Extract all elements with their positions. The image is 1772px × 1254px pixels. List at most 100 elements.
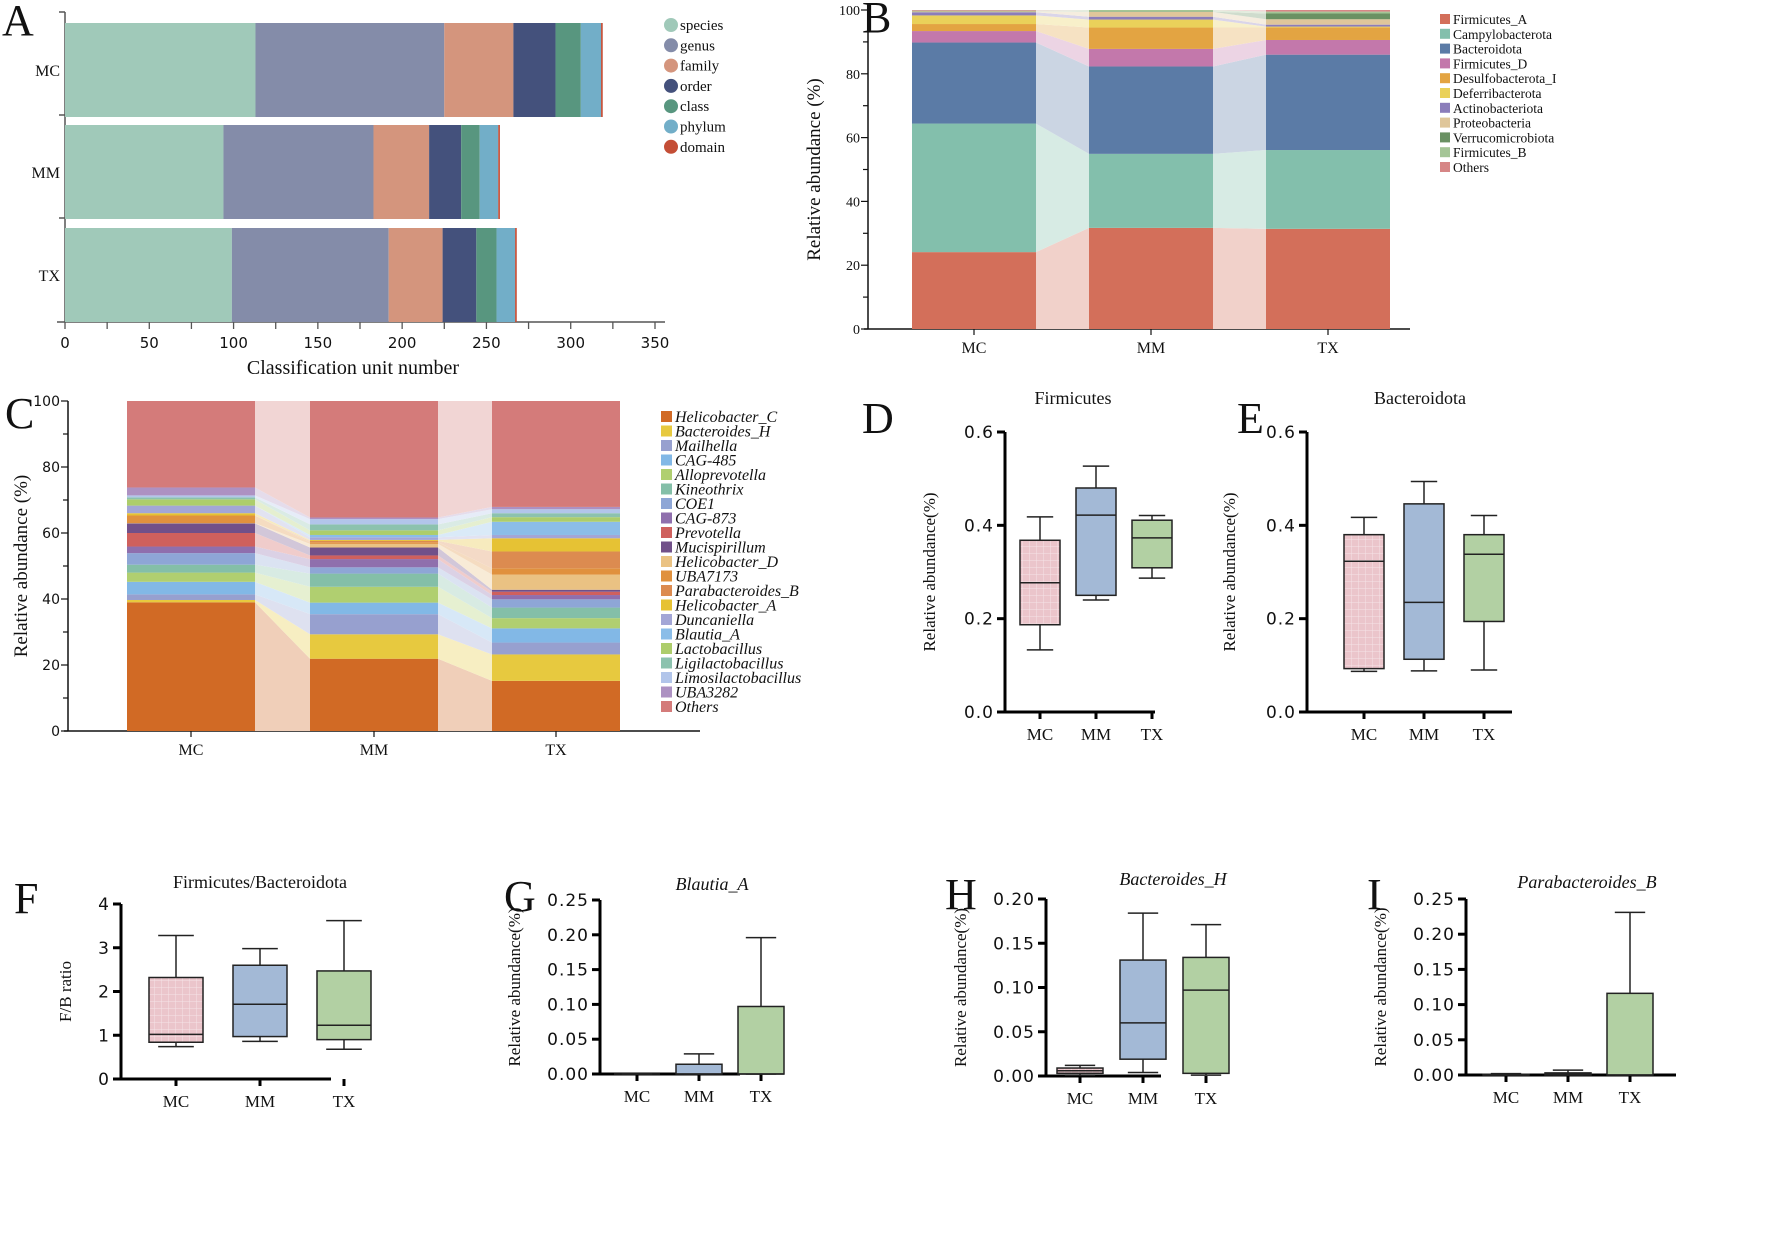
y-tick-label: 0.10 bbox=[1413, 996, 1455, 1016]
stack-segment-tx-verrucomicrobiota bbox=[1266, 13, 1390, 20]
legend-marker-domain bbox=[664, 139, 678, 154]
flow-band-helicobacter-a bbox=[255, 513, 310, 541]
bar-segment-tx-phylum bbox=[496, 228, 516, 322]
y-tick-label: 0.2 bbox=[1266, 610, 1296, 630]
box-mm bbox=[232, 947, 288, 1043]
x-tick-label-tx: TX bbox=[1619, 1088, 1642, 1107]
stack-segment-mm-helicobacter-c bbox=[310, 658, 438, 731]
x-tick-label-mc: MC bbox=[624, 1087, 650, 1106]
flow-band-mucispirillum bbox=[438, 547, 492, 592]
stack-segment-tx-bacteroides-h bbox=[492, 654, 620, 681]
box-tx bbox=[316, 919, 372, 1050]
x-tick-label-mc: MC bbox=[1351, 725, 1377, 744]
box-iqr bbox=[1119, 959, 1167, 1060]
panel-d: D Firmicutes 0.0 0.2 0.4 0.6 Relative abundanc… bbox=[862, 388, 1173, 744]
y-tick-label: 0.0 bbox=[1266, 703, 1296, 723]
flow-band-proteobacteria bbox=[1213, 11, 1266, 25]
stack-segment-mc-firmicutes-d bbox=[912, 31, 1036, 43]
legend-label-cag-873: CAG-873 bbox=[675, 511, 736, 528]
y-tick-label: 0.00 bbox=[1413, 1066, 1455, 1086]
bar-segment-mm-domain bbox=[498, 125, 500, 219]
box-mm bbox=[1544, 1069, 1592, 1076]
flow-band-coe1 bbox=[438, 567, 492, 608]
box-mm bbox=[1403, 480, 1445, 672]
legend-label-alloprevotella: Alloprevotella bbox=[674, 467, 766, 484]
legend-swatch-firmicutes-a bbox=[1440, 14, 1450, 24]
bar-segment-mc-domain bbox=[601, 23, 603, 117]
box-iqr bbox=[316, 970, 372, 1041]
legend-swatch-verrucomicrobiota bbox=[1440, 132, 1450, 143]
legend-swatch-prevotella bbox=[661, 527, 672, 538]
flow-band-campylobacterota bbox=[1036, 123, 1089, 253]
legend-label-order: order bbox=[680, 79, 712, 95]
stack-segment-mc-desulfobacterota-i bbox=[912, 24, 1036, 32]
legend-label-prevotella: Prevotella bbox=[674, 525, 741, 542]
x-tick-label-tx: TX bbox=[1195, 1089, 1218, 1108]
stack-segment-tx-limosilactobacillus bbox=[492, 509, 620, 514]
flow-band-actinobacteriota bbox=[1213, 16, 1266, 27]
plot-title: Firmicutes/Bacteroidota bbox=[173, 872, 347, 892]
stack-segment-tx-alloprevotella bbox=[492, 618, 620, 629]
stack-segment-mc-mailhella bbox=[127, 594, 255, 600]
flow-band-blautia-a bbox=[255, 505, 310, 538]
y-tick-label: 40 bbox=[846, 195, 860, 210]
x-tick-label-tx: TX bbox=[1317, 340, 1339, 357]
x-tick-label-mc: MC bbox=[962, 340, 987, 357]
stack-segment-mm-mucispirillum bbox=[310, 547, 438, 556]
y-tick-label: 0.4 bbox=[964, 516, 994, 536]
y-tick-label: 0.4 bbox=[1266, 516, 1296, 536]
stack-segment-mc-ligilactobacillus bbox=[127, 497, 255, 500]
y-tick-label: 0.6 bbox=[964, 423, 994, 443]
y-tick-label: 0.10 bbox=[993, 979, 1035, 999]
stack-segment-mc-deferribacterota bbox=[912, 15, 1036, 25]
panel-label-f: F bbox=[14, 874, 38, 923]
bar-segment-mm-species bbox=[65, 125, 224, 219]
y-tick-label: 100 bbox=[33, 394, 60, 410]
flow-band-cag-485 bbox=[255, 581, 310, 615]
legend-label-lactobacillus: Lactobacillus bbox=[674, 641, 762, 658]
legend-marker-species bbox=[664, 18, 678, 32]
flow-band-limosilactobacillus bbox=[438, 509, 492, 525]
stack-segment-tx-duncaniella bbox=[492, 534, 620, 539]
stack-segment-mm-deferribacterota bbox=[1089, 19, 1213, 28]
stack-segment-mc-duncaniella bbox=[127, 505, 255, 514]
y-tick-label: 0 bbox=[98, 1070, 110, 1090]
y-tick-label: 4 bbox=[98, 895, 110, 915]
y-tick-label: 1 bbox=[98, 1026, 110, 1046]
category-label-mc: MC bbox=[35, 63, 60, 80]
bar-segment-mc-class bbox=[555, 23, 581, 117]
legend-label-duncaniella: Duncaniella bbox=[674, 612, 754, 629]
stack-segment-mc-coe1 bbox=[127, 553, 255, 565]
flow-band-others bbox=[438, 401, 492, 518]
flow-band-kineothrix bbox=[438, 573, 492, 619]
stack-segment-mm-kineothrix bbox=[310, 573, 438, 587]
x-tick-label-mm: MM bbox=[1553, 1088, 1583, 1107]
y-tick-label: 0.15 bbox=[547, 961, 589, 981]
stack-segment-mc-lactobacillus bbox=[127, 499, 255, 506]
stack-segment-tx-mailhella bbox=[492, 642, 620, 655]
x-tick-label-tx: TX bbox=[1141, 725, 1164, 744]
stack-segment-tx-others bbox=[1266, 10, 1390, 12]
flow-band-verrucomicrobiota bbox=[1036, 10, 1089, 12]
x-tick-label-mc: MC bbox=[1067, 1089, 1093, 1108]
panel-label-e: E bbox=[1237, 394, 1264, 443]
stack-segment-tx-prevotella bbox=[492, 591, 620, 596]
legend-marker-phylum bbox=[664, 119, 678, 134]
bar-segment-mc-species bbox=[65, 23, 256, 117]
stack-segment-mm-helicobacter-d bbox=[310, 543, 438, 548]
stack-segment-tx-uba7173 bbox=[492, 568, 620, 575]
legend-label-bacteroidota: Bacteroidota bbox=[1453, 42, 1522, 57]
box-tx bbox=[1182, 923, 1230, 1076]
flow-band-ligilactobacillus bbox=[438, 513, 492, 531]
legend-swatch-helicobacter-a bbox=[661, 599, 672, 611]
legend-swatch-limosilactobacillus bbox=[661, 672, 672, 683]
x-tick-label-mc: MC bbox=[179, 742, 204, 759]
flow-band-deferribacterota bbox=[1036, 15, 1089, 28]
flow-band-others bbox=[1036, 10, 1089, 11]
x-tick-label: 0 bbox=[60, 334, 70, 352]
stack-segment-tx-helicobacter-d bbox=[492, 574, 620, 590]
legend-swatch-bacteroides-h bbox=[661, 425, 672, 437]
flow-band-kineothrix bbox=[255, 564, 310, 587]
stack-segment-mc-kineothrix bbox=[127, 564, 255, 573]
